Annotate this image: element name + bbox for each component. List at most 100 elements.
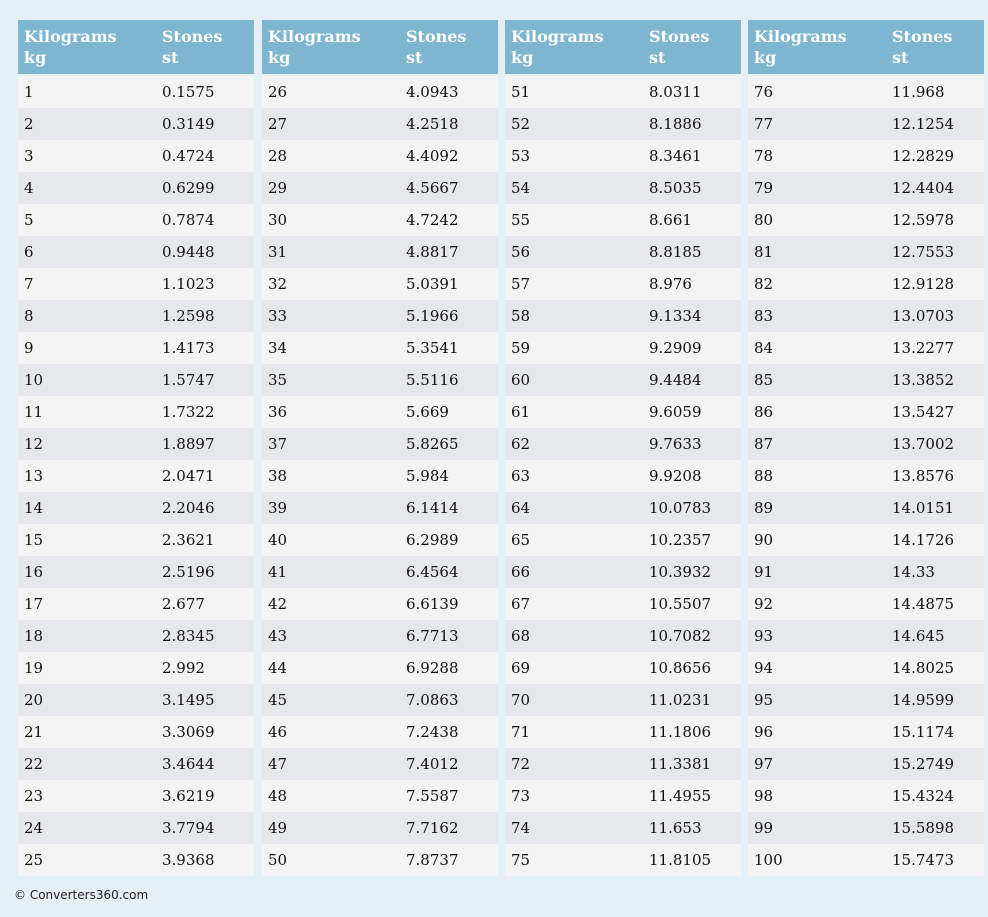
kilograms-cell: 17 [24,595,44,613]
table-row: 19 2.992 [18,652,254,684]
table-row: 72 11.3381 [505,748,741,780]
table-header: Kilograms kg Stones st [18,20,254,74]
stones-cell: 14.1726 [892,531,955,549]
table-body: 51 8.0311 52 8.1886 53 8.3461 54 8.5035 55 8.661 5… [505,76,741,876]
kilograms-cell: 99 [754,819,774,837]
stones-cell: 12.2829 [892,147,955,165]
table-row: 37 5.8265 [262,428,498,460]
column-header: Kilograms kg [24,26,117,68]
table-body: 76 11.968 77 12.1254 78 12.2829 79 12.4404 80 12.… [748,76,984,876]
kilograms-cell: 1 [24,83,34,101]
table-row: 68 10.7082 [505,620,741,652]
column-unit: kg [754,48,777,67]
column-header: Stones st [406,26,466,68]
table-row: 95 14.9599 [748,684,984,716]
column-title: Stones [892,27,953,46]
kilograms-cell: 74 [511,819,531,837]
kilograms-cell: 92 [754,595,774,613]
table-row: 48 7.5587 [262,780,498,812]
column-header: Stones st [892,26,952,68]
table-row: 77 12.1254 [748,108,984,140]
kilograms-cell: 25 [24,851,44,869]
kilograms-cell: 51 [511,83,531,101]
stones-cell: 5.0391 [406,275,459,293]
kilograms-cell: 47 [268,755,288,773]
footer: © Converters360.com [14,888,149,902]
stones-cell: 15.2749 [892,755,955,773]
stones-cell: 0.6299 [162,179,215,197]
kilograms-cell: 48 [268,787,288,805]
stones-cell: 14.4875 [892,595,955,613]
kilograms-cell: 27 [268,115,288,133]
stones-cell: 10.8656 [649,659,712,677]
table-row: 35 5.5116 [262,364,498,396]
stones-cell: 3.6219 [162,787,215,805]
table-row: 71 11.1806 [505,716,741,748]
table-row: 29 4.5667 [262,172,498,204]
table-row: 5 0.7874 [18,204,254,236]
kilograms-cell: 95 [754,691,774,709]
table-row: 49 7.7162 [262,812,498,844]
table-row: 7 1.1023 [18,268,254,300]
stones-cell: 14.645 [892,627,945,645]
kilograms-cell: 88 [754,467,774,485]
stones-cell: 10.5507 [649,595,712,613]
stones-cell: 13.5427 [892,403,955,421]
kilograms-cell: 71 [511,723,531,741]
stones-cell: 10.2357 [649,531,712,549]
stones-cell: 9.1334 [649,307,702,325]
stones-cell: 1.8897 [162,435,215,453]
kilograms-cell: 50 [268,851,288,869]
kilograms-cell: 46 [268,723,288,741]
table-row: 69 10.8656 [505,652,741,684]
kilograms-cell: 31 [268,243,288,261]
table-row: 55 8.661 [505,204,741,236]
kilograms-cell: 97 [754,755,774,773]
stones-cell: 3.1495 [162,691,215,709]
table-row: 4 0.6299 [18,172,254,204]
kilograms-cell: 43 [268,627,288,645]
table-row: 8 1.2598 [18,300,254,332]
column-title: Kilograms [24,27,117,46]
stones-cell: 15.4324 [892,787,955,805]
stones-cell: 11.968 [892,83,945,101]
kilograms-cell: 2 [24,115,34,133]
stones-cell: 1.1023 [162,275,215,293]
kilograms-cell: 84 [754,339,774,357]
kilograms-cell: 53 [511,147,531,165]
table-row: 40 6.2989 [262,524,498,556]
stones-cell: 0.7874 [162,211,215,229]
stones-cell: 11.8105 [649,851,712,869]
table-row: 46 7.2438 [262,716,498,748]
stones-cell: 10.3932 [649,563,712,581]
kilograms-cell: 83 [754,307,774,325]
stones-cell: 11.3381 [649,755,712,773]
table-row: 57 8.976 [505,268,741,300]
kilograms-cell: 49 [268,819,288,837]
kilograms-cell: 67 [511,595,531,613]
stones-cell: 5.5116 [406,371,459,389]
column-header: Kilograms kg [511,26,604,68]
table-row: 44 6.9288 [262,652,498,684]
stones-cell: 4.8817 [406,243,459,261]
stones-cell: 12.7553 [892,243,955,261]
table-row: 47 7.4012 [262,748,498,780]
kilograms-cell: 77 [754,115,774,133]
stones-cell: 5.1966 [406,307,459,325]
table-row: 24 3.7794 [18,812,254,844]
kilograms-cell: 54 [511,179,531,197]
column-unit: kg [511,48,534,67]
stones-cell: 3.3069 [162,723,215,741]
kilograms-cell: 66 [511,563,531,581]
kilograms-cell: 36 [268,403,288,421]
kilograms-cell: 6 [24,243,34,261]
table-row: 100 15.7473 [748,844,984,876]
column-title: Stones [406,27,467,46]
column-title: Stones [162,27,223,46]
kilograms-cell: 8 [24,307,34,325]
table-row: 89 14.0151 [748,492,984,524]
table-row: 27 4.2518 [262,108,498,140]
kilograms-cell: 11 [24,403,44,421]
kilograms-cell: 81 [754,243,774,261]
table-row: 83 13.0703 [748,300,984,332]
